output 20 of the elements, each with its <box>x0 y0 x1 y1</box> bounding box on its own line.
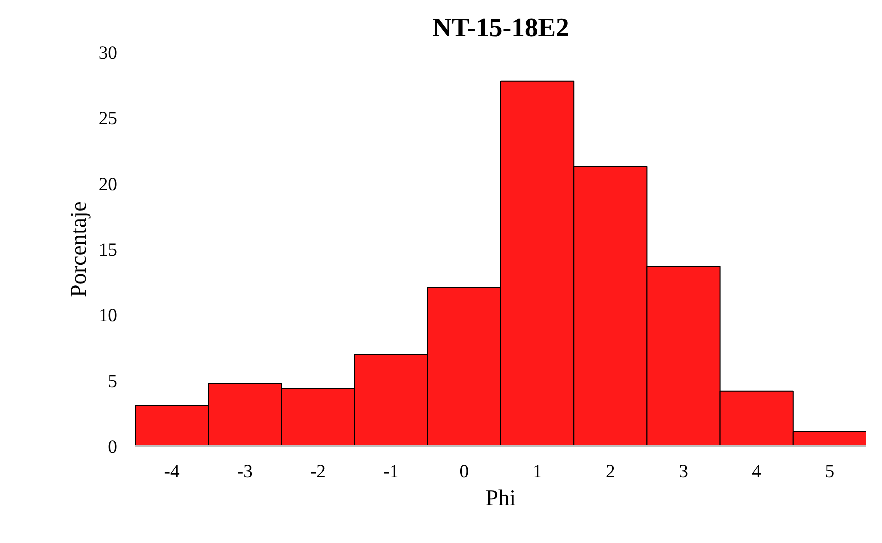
x-tick-label: 0 <box>460 462 470 482</box>
y-tick-label: 10 <box>98 306 118 327</box>
x-tick-label: -4 <box>164 462 180 482</box>
y-tick-label: 15 <box>98 240 118 261</box>
x-tick-label: 1 <box>532 462 542 482</box>
x-tick-label: -2 <box>310 462 326 482</box>
x-tick-label: 3 <box>679 462 688 482</box>
x-tick-label: -3 <box>237 462 253 482</box>
y-tick-label: 0 <box>108 437 118 458</box>
y-axis-title: Porcentaje <box>66 202 91 298</box>
x-tick-label: 5 <box>825 462 835 482</box>
x-tick-label: -1 <box>384 462 400 482</box>
chart-title: NT-15-18E2 <box>432 12 570 42</box>
x-tick-label: 2 <box>606 462 616 482</box>
y-tick-label: 25 <box>98 108 118 130</box>
y-tick-label: 5 <box>108 371 118 392</box>
x-axis-title: Phi <box>486 486 516 510</box>
y-tick-label: 30 <box>98 43 118 64</box>
y-tick-label: 20 <box>98 174 118 196</box>
x-tick-label: 4 <box>752 462 762 482</box>
